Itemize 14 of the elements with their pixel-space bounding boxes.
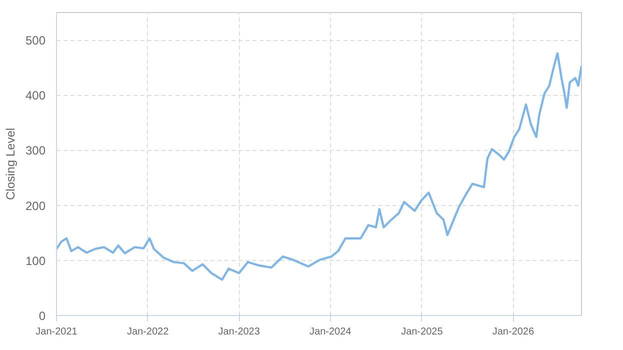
x-tick-label: Jan-2024 xyxy=(310,326,352,338)
x-tick-label: Jan-2025 xyxy=(401,326,444,338)
y-tick-label: 100 xyxy=(25,254,46,268)
y-tick-label: 200 xyxy=(25,198,46,213)
y-tick-label: 300 xyxy=(25,144,46,158)
x-tick-label: Jan-2023 xyxy=(218,326,260,338)
x-tick-label: Jan-2022 xyxy=(126,326,170,338)
y-tick-label: 500 xyxy=(25,34,46,48)
x-tick-label: Jan-2026 xyxy=(492,326,535,338)
line-series xyxy=(56,52,582,281)
y-tick-label: 400 xyxy=(25,88,46,103)
y-axis-title: Closing Level xyxy=(3,128,18,200)
x-tick-label: Jan-2021 xyxy=(36,326,78,338)
y-tick-label: 0 xyxy=(38,309,46,323)
